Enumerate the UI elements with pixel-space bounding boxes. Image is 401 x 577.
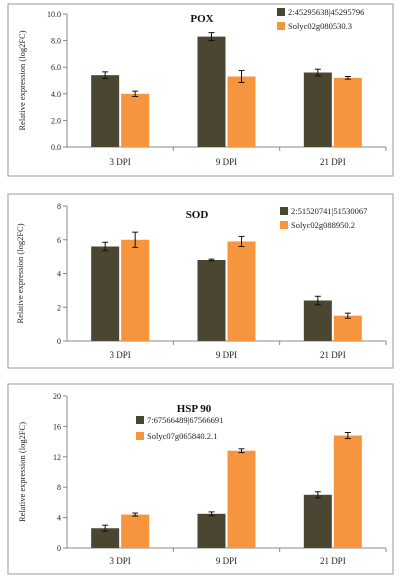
- bar-series-2: [333, 435, 362, 548]
- pox-chart-panel: 0.0 2.0 4.0 6.0 8.0 10.0 3 DPI 9 DPI 21 DPI POX Re…: [0, 0, 401, 180]
- legend-label: 7:67566489|67566691: [147, 415, 223, 425]
- y-tick-label: 16: [53, 422, 61, 431]
- bar-series-2: [227, 76, 256, 147]
- x-category-label: 3 DPI: [110, 556, 131, 566]
- y-tick-label: 10.0: [47, 10, 61, 19]
- legend-swatch: [280, 221, 288, 229]
- chart-title: HSP 90: [177, 403, 212, 415]
- y-axis-label: Relative expression (log2FC): [15, 223, 25, 323]
- y-tick-label: 2.0: [51, 116, 61, 125]
- x-category-label: 9 DPI: [216, 157, 237, 167]
- bar-series-1: [197, 260, 226, 341]
- hsp90-chart: 0 4 8 12 16 20 3 DPI 9 DPI 21 DPI HSP 90 Relative …: [7, 383, 394, 575]
- bar-series-1: [197, 36, 226, 147]
- legend-label: 2:51520741|51530067: [291, 206, 367, 216]
- x-category-label: 21 DPI: [320, 350, 346, 360]
- y-tick-label: 4: [57, 270, 61, 279]
- chart-title: SOD: [186, 209, 209, 221]
- pox-chart: 0.0 2.0 4.0 6.0 8.0 10.0 3 DPI 9 DPI 21 DPI POX Re…: [7, 3, 394, 177]
- bar-series-2: [121, 239, 150, 341]
- y-tick-label: 12: [53, 453, 61, 462]
- chart-title: POX: [190, 13, 213, 25]
- x-category-label: 3 DPI: [110, 350, 131, 360]
- bar-series-2: [333, 77, 362, 147]
- bar-series-2: [227, 241, 256, 341]
- y-tick-label: 8: [57, 202, 61, 211]
- y-tick-label: 0.0: [51, 143, 61, 152]
- legend-swatch: [136, 416, 144, 424]
- y-tick-label: 4.0: [51, 90, 61, 99]
- y-tick-label: 6: [57, 236, 61, 245]
- bar-series-1: [197, 513, 226, 548]
- bar-series-1: [303, 494, 332, 548]
- hsp90-chart-panel: 0 4 8 12 16 20 3 DPI 9 DPI 21 DPI HSP 90 Relative …: [0, 382, 401, 577]
- legend-label: Solyc07g065840.2.1: [147, 431, 217, 441]
- y-tick-label: 0: [57, 544, 61, 553]
- x-category-label: 9 DPI: [216, 350, 237, 360]
- legend-swatch: [280, 207, 288, 215]
- bar-series-1: [91, 528, 120, 548]
- x-category-label: 21 DPI: [320, 157, 346, 167]
- legend-swatch: [277, 8, 285, 16]
- bar-series-1: [303, 72, 332, 147]
- y-tick-label: 20: [53, 392, 61, 401]
- sod-chart: 0 2 4 6 8 3 DPI 9 DPI 21 DPI SOD Relative express…: [7, 193, 394, 369]
- bar-series-2: [121, 514, 150, 548]
- sod-chart-panel: 0 2 4 6 8 3 DPI 9 DPI 21 DPI SOD Relative express…: [0, 190, 401, 372]
- bar-series-1: [303, 300, 332, 341]
- bar-series-2: [121, 93, 150, 147]
- y-tick-label: 0: [57, 337, 61, 346]
- y-axis-label: Relative expression (log2FC): [17, 30, 27, 130]
- y-tick-label: 4: [57, 514, 61, 523]
- y-tick-label: 6.0: [51, 63, 61, 72]
- legend-label: 2:45295638|45295796: [288, 7, 364, 17]
- bar-series-2: [333, 315, 362, 341]
- legend-label: Solyc02g080530.3: [288, 21, 352, 31]
- legend-swatch: [277, 22, 285, 30]
- y-axis-label: Relative expression (log2FC): [17, 422, 27, 522]
- bar-series-1: [91, 75, 120, 147]
- x-category-label: 9 DPI: [216, 556, 237, 566]
- x-category-label: 3 DPI: [110, 157, 131, 167]
- y-tick-label: 8.0: [51, 37, 61, 46]
- bar-series-1: [91, 246, 120, 341]
- bar-series-2: [227, 450, 256, 548]
- y-tick-label: 2: [57, 303, 61, 312]
- legend-swatch: [136, 432, 144, 440]
- x-category-label: 21 DPI: [320, 556, 346, 566]
- y-tick-label: 8: [57, 483, 61, 492]
- legend-label: Solyc02g088950.2: [291, 220, 355, 230]
